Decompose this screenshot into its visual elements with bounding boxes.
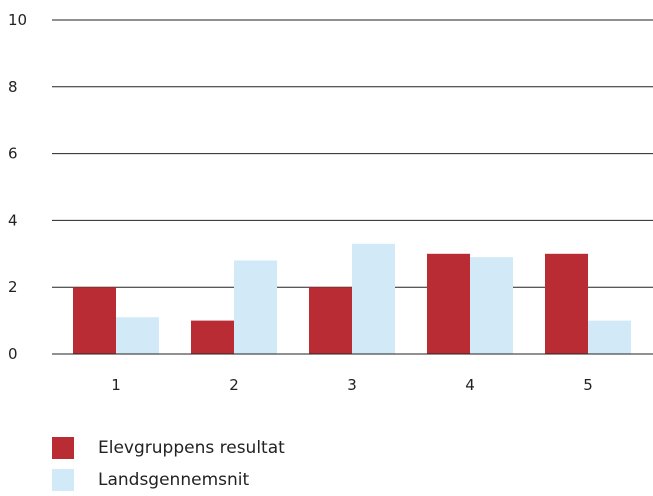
- bar-series-1-category-3: [309, 287, 352, 354]
- y-tick-label-10: 10: [8, 11, 27, 29]
- bar-series-2-category-1: [116, 317, 159, 354]
- y-axis-ticks: 0 2 4 6 8 10: [8, 11, 27, 363]
- y-tick-label-0: 0: [8, 345, 18, 363]
- bar-series-2-category-2: [234, 260, 277, 354]
- bar-series-2-category-5: [588, 320, 631, 354]
- legend-item-series-1: Elevgruppens resultat: [52, 432, 285, 464]
- y-tick-label-6: 6: [8, 145, 18, 163]
- legend-item-series-2: Landsgennemsnit: [52, 464, 285, 496]
- x-tick-label-2: 2: [229, 376, 239, 394]
- legend-label-series-2: Landsgennemsnit: [98, 470, 250, 490]
- y-tick-label-2: 2: [8, 278, 18, 296]
- x-tick-label-5: 5: [583, 376, 593, 394]
- x-tick-label-1: 1: [111, 376, 121, 394]
- legend: Elevgruppens resultat Landsgennemsnit: [52, 432, 285, 496]
- bar-series-1-category-4: [427, 253, 470, 354]
- bar-series-1-category-1: [73, 287, 116, 354]
- bar-series-2-category-3: [352, 243, 395, 354]
- bars: [52, 243, 653, 355]
- x-tick-label-4: 4: [465, 376, 475, 394]
- legend-label-series-1: Elevgruppens resultat: [98, 438, 285, 458]
- x-axis-ticks: 1 2 3 4 5: [111, 376, 593, 394]
- legend-swatch-series-2: [52, 469, 74, 491]
- bar-series-1-category-5: [545, 253, 588, 354]
- x-tick-label-3: 3: [347, 376, 357, 394]
- y-tick-label-4: 4: [8, 211, 18, 229]
- legend-swatch-series-1: [52, 437, 74, 459]
- y-tick-label-8: 8: [8, 78, 18, 96]
- bar-series-2-category-4: [470, 257, 513, 354]
- bar-series-1-category-2: [191, 320, 234, 354]
